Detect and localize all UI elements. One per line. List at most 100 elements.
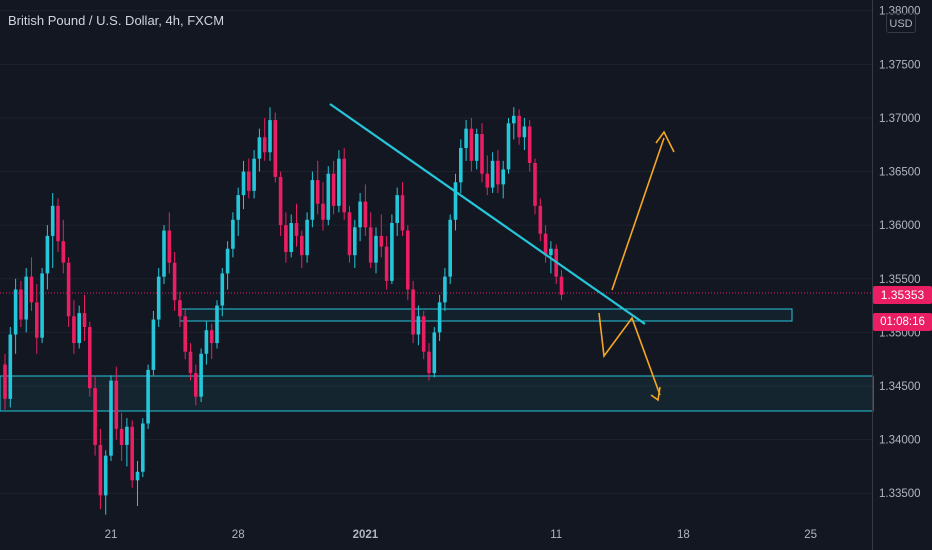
candle-body	[496, 160, 500, 185]
candle	[490, 152, 495, 193]
price-tick-label: 1.36000	[879, 220, 921, 232]
candle-body	[368, 227, 373, 263]
price-tick-label: 1.35500	[879, 274, 921, 286]
candle	[395, 187, 399, 236]
time-tick-label: 18	[677, 529, 690, 541]
candle	[156, 268, 161, 328]
candle	[125, 418, 129, 467]
candle-body	[268, 120, 272, 153]
candle	[109, 375, 113, 462]
price-tick-label: 1.34000	[879, 435, 921, 447]
candle	[172, 251, 177, 311]
price-tick-label: 1.34500	[879, 381, 921, 393]
currency-button[interactable]: USD	[886, 13, 916, 33]
candle-body	[50, 205, 55, 236]
candle	[194, 364, 198, 406]
chart-title: British Pound / U.S. Dollar, 4h, FXCM	[8, 13, 225, 28]
candle	[167, 212, 172, 274]
candle-body	[252, 158, 256, 191]
candle-body	[3, 364, 7, 399]
candle	[247, 158, 251, 199]
candle-body	[485, 173, 490, 188]
candle-body	[480, 134, 484, 174]
candle-body	[29, 276, 34, 303]
candle	[77, 305, 81, 349]
candle	[215, 300, 219, 349]
candle-body	[469, 128, 474, 161]
candle	[331, 160, 336, 215]
candle-body	[342, 158, 346, 213]
candle-body	[400, 195, 405, 231]
candle	[459, 139, 463, 193]
candle	[257, 128, 262, 172]
time-axis[interactable]: 21 28 2021 11 18 25	[105, 529, 817, 541]
candle	[427, 343, 431, 381]
candle-body	[379, 235, 384, 247]
bullish-scenario-arrow[interactable]	[598, 130, 675, 402]
candle-body	[490, 160, 495, 188]
candle-body	[411, 289, 415, 335]
candle-body	[353, 227, 357, 256]
candle	[533, 158, 537, 215]
candle-body	[93, 388, 97, 445]
candle-body	[40, 273, 44, 338]
candle-body	[220, 273, 225, 306]
candle	[93, 375, 97, 456]
candle-body	[199, 353, 203, 397]
candle-body	[390, 223, 394, 281]
candle-body	[183, 316, 187, 352]
candle-body	[125, 426, 129, 445]
candle-body	[172, 262, 177, 301]
candle	[406, 225, 410, 301]
candle	[88, 321, 92, 397]
candle-body	[538, 205, 543, 234]
candle-body	[215, 305, 219, 344]
candle	[310, 171, 315, 228]
candle-body	[231, 219, 235, 249]
descending-trendline[interactable]	[329, 103, 646, 325]
candle	[400, 182, 405, 236]
candle	[464, 120, 468, 161]
candle-body	[501, 169, 505, 185]
candle	[19, 280, 23, 328]
candle	[554, 244, 558, 285]
candle-body	[66, 262, 71, 317]
candle-body	[384, 246, 389, 281]
candle	[151, 310, 156, 376]
candle-body	[527, 126, 532, 163]
candle-body	[506, 123, 511, 170]
candle-body	[305, 219, 309, 256]
candle-body	[241, 171, 246, 196]
candle-body	[289, 223, 293, 252]
candle-body	[156, 276, 161, 320]
candle-body	[13, 289, 18, 335]
candle-body	[188, 351, 193, 374]
candle	[24, 268, 28, 333]
candle-body	[35, 302, 39, 338]
candle	[130, 420, 134, 488]
support-zone-lower[interactable]	[0, 375, 874, 412]
candle-body	[443, 276, 447, 303]
time-tick-label: 2021	[353, 529, 379, 541]
candle-body	[61, 241, 66, 263]
candle	[337, 150, 341, 213]
candle	[199, 348, 203, 403]
candle	[300, 230, 304, 269]
price-axis[interactable]: 1.335001.340001.345001.350001.355001.360…	[879, 6, 921, 500]
candle	[56, 198, 60, 252]
candle	[411, 280, 415, 344]
candle-body	[549, 248, 553, 256]
candle-body	[204, 330, 209, 354]
candle	[421, 310, 426, 360]
candle-body	[209, 330, 214, 344]
candle-body	[416, 316, 421, 335]
candle	[474, 128, 479, 170]
support-zone-upper[interactable]	[179, 308, 793, 322]
bar-countdown: 01:08:16	[873, 313, 932, 331]
candle-body	[559, 276, 564, 295]
time-tick-label: 28	[232, 529, 245, 541]
candle	[204, 321, 209, 365]
candle	[305, 212, 309, 263]
candle-body	[119, 428, 124, 445]
